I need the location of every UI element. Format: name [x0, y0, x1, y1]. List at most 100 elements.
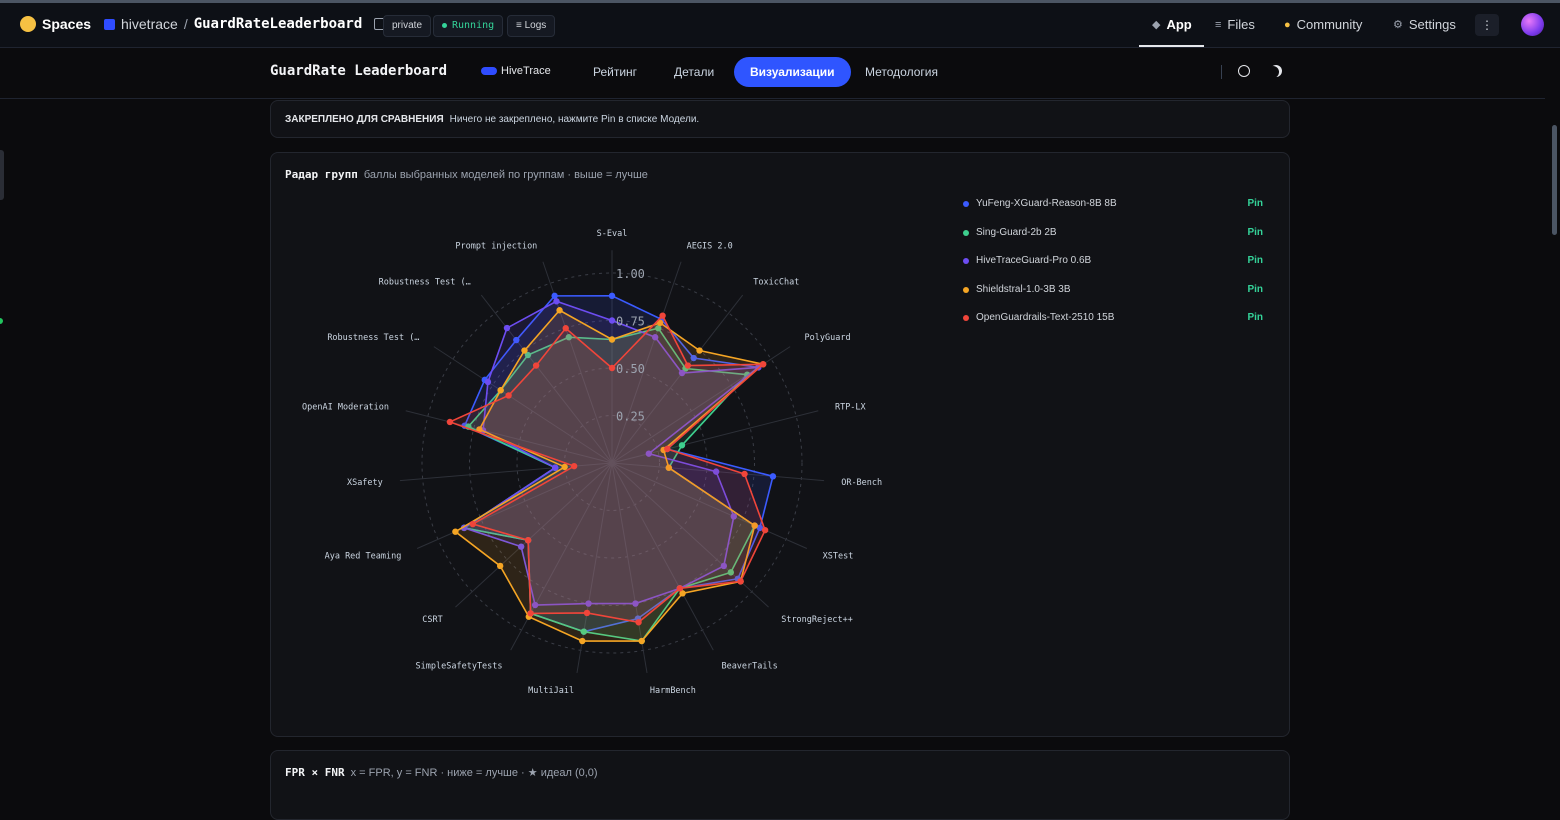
radar-data-point	[608, 317, 616, 324]
radar-spoke	[455, 462, 613, 608]
radar-tick-label: 0.50	[616, 362, 645, 376]
radar-data-point	[676, 585, 684, 592]
gear-icon: ⚙	[1393, 19, 1403, 31]
radar-data-point	[608, 336, 616, 343]
radar-data-point	[524, 351, 532, 359]
nav-settings-label: Settings	[1408, 17, 1456, 32]
radar-data-point	[556, 307, 563, 314]
radar-data-point	[608, 364, 616, 372]
radar-category-label: HarmBench	[650, 686, 696, 696]
radar-panel: Радар групп баллы выбранных моделей по гр…	[270, 152, 1290, 737]
app-title: GuardRate Leaderboard	[270, 63, 448, 79]
user-avatar[interactable]	[1521, 13, 1544, 36]
radar-category-label: StrongReject++	[781, 615, 853, 625]
radar-spoke	[480, 294, 613, 464]
active-nav-underline	[1139, 45, 1204, 47]
tab-methodology[interactable]: Методология	[865, 65, 938, 79]
legend-item: Shieldstral-1.0-3B 3B Pin	[959, 283, 1271, 312]
radar-data-point	[562, 325, 569, 332]
pin-button[interactable]: Pin	[1247, 255, 1263, 267]
legend-model-name: Shieldstral-1.0-3B 3B	[976, 283, 1071, 295]
legend-dot-icon	[963, 286, 969, 293]
spaces-label: Spaces	[42, 16, 92, 32]
pinned-message: Ничего не закреплено, нажмите Pin в спис…	[449, 114, 700, 125]
pin-button[interactable]: Pin	[1247, 226, 1263, 238]
radar-tick-label: 1.00	[616, 267, 645, 281]
radar-data-point	[524, 537, 532, 544]
radar-spoke	[611, 294, 744, 464]
org-link[interactable]: hivetrace	[121, 16, 178, 32]
radar-data-point	[446, 418, 454, 426]
logs-button[interactable]: ≡ Logs	[507, 15, 556, 37]
pin-button[interactable]: Pin	[1247, 283, 1263, 295]
header-divider	[1221, 65, 1222, 79]
hivetrace-badge: HiveTrace	[481, 65, 551, 77]
nav-settings[interactable]: ⚙ Settings	[1393, 17, 1456, 32]
radar-data-point	[696, 347, 703, 354]
legend-item: YuFeng-XGuard-Reason-8B 8B Pin	[959, 197, 1271, 226]
radar-data-point	[527, 610, 534, 617]
nav-community[interactable]: ● Community	[1284, 17, 1362, 32]
radar-data-point	[664, 445, 671, 453]
tab-visualizations[interactable]: Визуализации	[734, 57, 851, 87]
radar-data-point	[720, 562, 728, 570]
radar-data-point	[759, 361, 767, 368]
radar-tick-label: 0.75	[616, 315, 645, 329]
radar-data-point	[656, 319, 664, 327]
nav-app[interactable]: ◆ App	[1152, 17, 1192, 32]
nav-community-label: Community	[1296, 17, 1363, 32]
pin-button[interactable]: Pin	[1247, 198, 1263, 209]
radar-category-label: Robustness Test (…	[379, 277, 471, 287]
radar-series-area	[462, 300, 761, 606]
radar-tick-label: 0.25	[616, 410, 645, 424]
pinned-label: ЗАКРЕПЛЕНО ДЛЯ СРАВНЕНИЯ	[285, 114, 444, 125]
radar-data-point	[665, 464, 673, 471]
status-label: Running	[452, 20, 495, 31]
app-icon: ◆	[1152, 19, 1161, 31]
spaces-brand[interactable]: Spaces	[20, 16, 91, 32]
radar-series-area	[447, 314, 766, 624]
radar-data-point	[532, 362, 540, 369]
repo-link[interactable]: GuardRateLeaderboard	[193, 16, 363, 32]
app-header: GuardRate Leaderboard HiveTrace Рейтинг …	[0, 48, 1545, 99]
radar-data-point	[503, 324, 511, 332]
files-icon: ≡	[1215, 18, 1222, 31]
more-options-button[interactable]: ⋮	[1475, 14, 1499, 36]
radar-data-point	[645, 450, 653, 457]
radar-data-point	[690, 354, 697, 362]
logs-icon: ≡	[516, 20, 525, 31]
radar-category-label: XSafety	[347, 478, 383, 488]
radar-data-point	[651, 334, 659, 341]
radar-category-label: S-Eval	[597, 229, 628, 239]
page-scrollbar[interactable]	[1552, 125, 1557, 235]
theme-moon-icon[interactable]	[1270, 65, 1282, 77]
breadcrumb-separator: /	[183, 16, 188, 32]
org-avatar-icon	[104, 18, 115, 30]
radar-data-point	[638, 637, 645, 645]
radar-data-point	[632, 600, 639, 607]
radar-category-label: MultiJail	[528, 686, 574, 696]
tab-details[interactable]: Детали	[674, 65, 715, 79]
radar-header: Радар групп баллы выбранных моделей по гр…	[285, 168, 648, 181]
radar-spoke	[611, 462, 714, 651]
status-dot-icon	[442, 22, 447, 28]
language-globe-icon[interactable]	[1238, 65, 1250, 77]
fpr-subtitle: x = FPR, y = FNR · ниже = лучше · ★ идеа…	[350, 767, 598, 779]
radar-data-point	[761, 526, 769, 534]
radar-category-label: OpenAI Moderation	[302, 403, 389, 413]
radar-data-point	[505, 392, 512, 399]
left-edge-tab	[0, 150, 4, 200]
radar-data-point	[769, 473, 777, 480]
fpr-header: FPR × FNR x = FPR, y = FNR · ниже = лучше…	[285, 766, 598, 779]
radar-data-point	[684, 362, 692, 369]
radar-grid-ring	[516, 367, 708, 559]
nav-files[interactable]: ≡ Files	[1215, 17, 1255, 32]
radar-category-label: XSTest	[823, 551, 854, 561]
pin-button[interactable]: Pin	[1247, 312, 1263, 324]
legend-dot-icon	[963, 229, 969, 236]
radar-category-label: AEGIS 2.0	[687, 241, 733, 251]
hivetrace-logo-icon	[481, 67, 497, 75]
top-border-line	[0, 0, 1560, 3]
radar-data-point	[730, 513, 737, 520]
tab-rating[interactable]: Рейтинг	[593, 65, 638, 79]
